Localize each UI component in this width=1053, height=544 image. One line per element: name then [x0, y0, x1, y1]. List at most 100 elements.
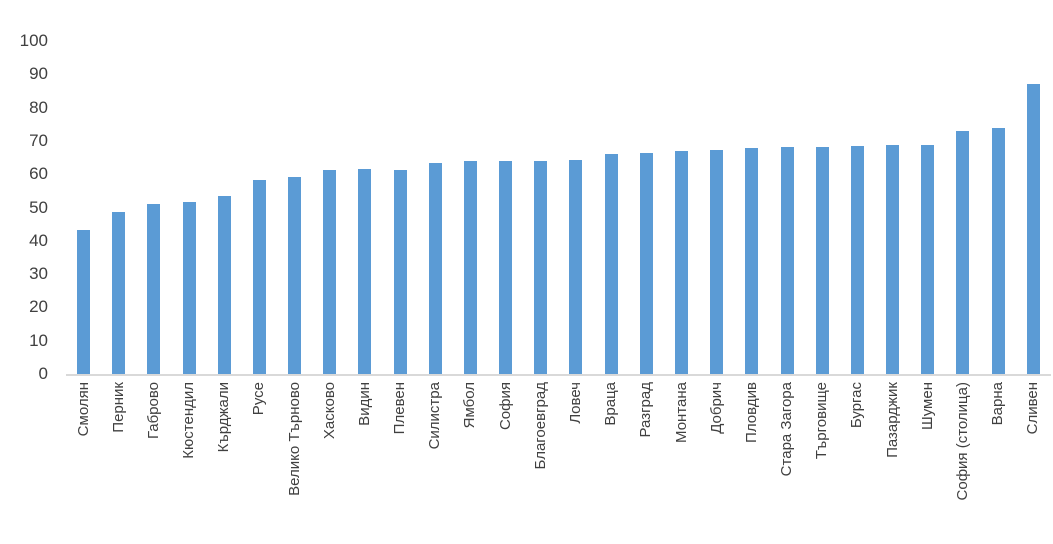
x-label-slot: Смолян — [66, 382, 101, 436]
bar-slot — [629, 41, 664, 374]
y-axis-tick-label: 60 — [29, 164, 48, 184]
x-label-slot: Варна — [980, 382, 1015, 425]
y-axis-tick-label: 100 — [19, 31, 48, 50]
bar-slot — [488, 41, 523, 374]
bar-slot — [664, 41, 699, 374]
bar-Русе — [252, 180, 266, 374]
bar-slot — [945, 41, 980, 374]
x-axis-category-label: Благоевград — [531, 382, 549, 470]
bar-Ловеч — [569, 159, 583, 374]
x-axis-category-label: Ямбол — [461, 382, 479, 429]
bar-slot — [242, 41, 277, 374]
bar-slot — [523, 41, 558, 374]
y-axis-tick-label: 30 — [29, 264, 48, 284]
x-label-slot: София (столица) — [945, 382, 980, 500]
x-axis-category-label: Плевен — [391, 382, 409, 435]
x-label-slot: Сливен — [1016, 382, 1051, 434]
bar-slot — [980, 41, 1015, 374]
x-label-slot: Велико Търново — [277, 382, 312, 496]
x-label-slot: Пазарджик — [875, 382, 910, 458]
y-axis-tick-label: 10 — [29, 330, 48, 350]
bar-slot — [910, 41, 945, 374]
bar-Разград — [639, 152, 653, 374]
x-label-slot: Пловдив — [734, 382, 769, 443]
x-axis-category-label: Видин — [355, 382, 373, 426]
bar-slot — [734, 41, 769, 374]
x-axis-category-label: Силистра — [426, 382, 444, 450]
bar-slot — [840, 41, 875, 374]
x-axis-category-label: Добрич — [707, 382, 725, 434]
x-axis-category-label: Враца — [602, 382, 620, 426]
y-axis-tick-label: 90 — [29, 64, 48, 84]
x-axis-category-label: Русе — [250, 382, 268, 416]
bar-Варна — [991, 127, 1005, 374]
x-axis-category-label: Смолян — [74, 382, 92, 437]
x-axis-category-label: Габрово — [144, 382, 162, 440]
bar-Ямбол — [463, 160, 477, 374]
bar-slot — [207, 41, 242, 374]
x-axis-category-label: София — [496, 382, 514, 431]
bar-slot — [699, 41, 734, 374]
x-axis-category-label: Търговище — [813, 382, 831, 460]
bar-slot — [558, 41, 593, 374]
bar-slot — [136, 41, 171, 374]
bar-Шумен — [921, 144, 935, 374]
x-label-slot: Враца — [594, 382, 629, 426]
bar-Бургас — [850, 146, 864, 374]
x-label-slot: Бургас — [840, 382, 875, 428]
bar-slot — [383, 41, 418, 374]
bar-slot — [312, 41, 347, 374]
bar-slot — [66, 41, 101, 374]
y-axis-tick-label: 80 — [29, 97, 48, 117]
bar-Пазарджик — [886, 145, 900, 374]
x-axis-category-label: Сливен — [1024, 382, 1042, 435]
x-label-slot: Добрич — [699, 382, 734, 434]
bar-Кюстендил — [182, 201, 196, 374]
bar-Благоевград — [534, 161, 548, 374]
y-axis: 0 10 20 30 40 50 60 70 80 90 100 — [0, 0, 48, 544]
y-axis-tick-label: 50 — [29, 197, 48, 217]
bar-Търговище — [815, 146, 829, 374]
x-label-slot: Перник — [101, 382, 136, 433]
bar-slot — [101, 41, 136, 374]
bar-София (столица) — [956, 130, 970, 374]
bar-Перник — [112, 211, 126, 374]
bar-slot — [277, 41, 312, 374]
x-label-slot: Кърджали — [207, 382, 242, 452]
x-axis-category-label: Пазарджик — [883, 382, 901, 458]
bar-Сливен — [1026, 83, 1040, 374]
y-axis-tick-label: 20 — [29, 297, 48, 317]
bar-Плевен — [393, 169, 407, 374]
x-label-slot: Разград — [629, 382, 664, 437]
x-axis-category-label: Перник — [109, 382, 127, 433]
bar-Велико Търново — [288, 176, 302, 374]
x-label-slot: Габрово — [136, 382, 171, 439]
x-label-slot: Хасково — [312, 382, 347, 439]
x-label-slot: Кюстендил — [172, 382, 207, 459]
x-label-slot: Ловеч — [558, 382, 593, 424]
x-label-slot: Видин — [347, 382, 382, 426]
x-axis-category-label: Стара Загора — [778, 382, 796, 477]
bar-Габрово — [147, 203, 161, 374]
bar-slot — [347, 41, 382, 374]
x-label-slot: Плевен — [383, 382, 418, 434]
bar-slot — [805, 41, 840, 374]
bar-Монтана — [675, 150, 688, 374]
x-axis-category-label: Монтана — [672, 382, 690, 443]
x-axis-category-label: Кърджали — [215, 382, 233, 453]
bar-slot — [418, 41, 453, 374]
bar-slot — [1016, 41, 1051, 374]
x-axis-category-label: Шумен — [918, 382, 936, 431]
bar-slot — [172, 41, 207, 374]
x-label-slot: Ямбол — [453, 382, 488, 428]
bar-Видин — [358, 169, 372, 374]
bar-slot — [453, 41, 488, 374]
x-axis: Смолян Перник Габрово Кюстендил Кърджали Русе… — [66, 382, 1051, 542]
bar-Добрич — [710, 149, 724, 374]
x-label-slot: Шумен — [910, 382, 945, 430]
bar-slot — [594, 41, 629, 374]
bar-slot — [875, 41, 910, 374]
bar-Смолян — [77, 229, 91, 374]
x-axis-category-label: Велико Търново — [285, 382, 303, 496]
x-label-slot: Монтана — [664, 382, 699, 443]
